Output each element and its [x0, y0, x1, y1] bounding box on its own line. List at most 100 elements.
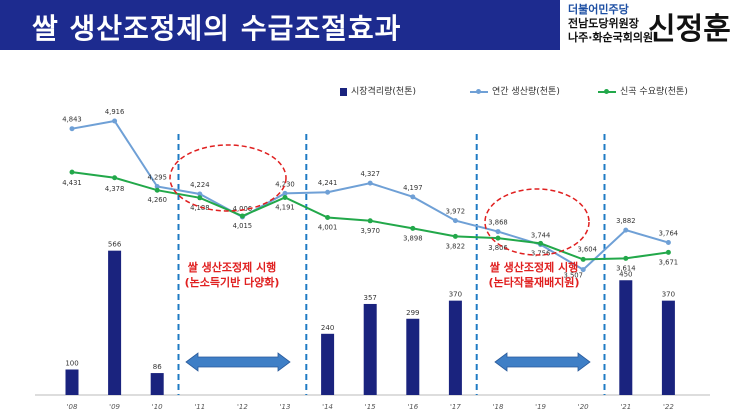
bar-'14: [321, 333, 335, 395]
policy-period-1-label: 쌀 생산조정제 시행 (논소득기반 다양화): [168, 260, 296, 290]
demand-label-'08: 4,431: [62, 179, 81, 187]
page-title: 쌀 생산조정제의 수급조절효과: [32, 12, 402, 45]
production-point-'22: [665, 240, 671, 246]
production-label-'15: 4,327: [360, 170, 379, 178]
x-tick-'12: '12: [237, 403, 248, 411]
party-district: 나주·화순국회의원: [568, 31, 654, 44]
x-tick-'14: '14: [322, 403, 333, 411]
policy-period-1-arrow: [185, 352, 291, 372]
production-label-'12: 4,006: [233, 205, 252, 213]
x-tick-'08: '08: [67, 403, 78, 411]
production-point-'16: [410, 194, 416, 200]
legend-swatch-demand: [598, 88, 616, 94]
party-name: 더불어민주당: [568, 3, 629, 16]
bar-label-'08: 100: [65, 360, 78, 368]
bar-label-'21: 450: [619, 270, 632, 278]
policy-period-1-detail: (논소득기반 다양화): [184, 276, 280, 289]
demand-point-'18: [495, 235, 501, 241]
x-tick-'11: '11: [194, 403, 205, 411]
x-tick-'09: '09: [109, 403, 120, 411]
bar-label-'22: 370: [662, 291, 675, 299]
bar-'08: [65, 369, 79, 395]
highlight-ellipse-2: [484, 188, 590, 256]
policy-period-1-title: 쌀 생산조정제 시행: [187, 261, 277, 274]
legend-item-market-isolation: 시장격리량(천톤): [340, 84, 416, 97]
production-label-'08: 4,843: [62, 116, 81, 124]
demand-label-'22: 3,671: [659, 258, 678, 266]
x-tick-'20: '20: [578, 403, 589, 411]
demand-point-'17: [452, 233, 458, 239]
bar-label-'15: 357: [364, 294, 377, 302]
demand-label-'15: 3,970: [360, 227, 379, 235]
production-point-'18: [495, 229, 501, 235]
production-point-'13: [282, 190, 288, 196]
legend-label-production: 연간 생산량(천톤): [492, 87, 560, 97]
legend-item-production: 연간 생산량(천톤): [470, 84, 560, 97]
x-tick-'19: '19: [535, 403, 546, 411]
bar-'16: [406, 318, 420, 395]
legend-swatch-production: [470, 88, 488, 94]
production-point-'10: [154, 184, 160, 190]
policy-period-2-title: 쌀 생산조정제 시행: [489, 261, 579, 274]
demand-point-'20: [580, 256, 586, 262]
bar-'22: [661, 300, 675, 395]
production-label-'10: 4,295: [147, 174, 166, 182]
x-tick-'16: '16: [407, 403, 418, 411]
demand-label-'21: 3,614: [616, 264, 635, 272]
x-tick-'22: '22: [663, 403, 674, 411]
production-label-'16: 4,197: [403, 184, 422, 192]
demand-label-'13: 4,191: [275, 203, 294, 211]
policy-period-2-detail: (논타작물재배지원): [488, 276, 580, 289]
production-point-'14: [325, 189, 331, 195]
production-point-'09: [112, 118, 118, 124]
production-label-'09: 4,916: [105, 108, 124, 116]
title-bar: 쌀 생산조정제의 수급조절효과: [0, 0, 560, 50]
production-point-'08: [69, 126, 75, 132]
policy-period-2-label: 쌀 생산조정제 시행 (논타작물재배지원): [470, 260, 598, 290]
production-label-'13: 4,230: [275, 180, 294, 188]
header: 쌀 생산조정제의 수급조절효과 더불어민주당 전남도당위원장 나주·화순국회의원…: [0, 0, 750, 56]
demand-label-'18: 3,806: [488, 244, 507, 252]
rice-supply-chart: 100 566 86 240 357 299 370 450 370 4,843 4,916 4,29…: [35, 108, 710, 411]
production-label-'18: 3,868: [488, 219, 507, 227]
x-tick-'21: '21: [620, 403, 631, 411]
production-point-'17: [452, 218, 458, 224]
party-logo: 더불어민주당 전남도당위원장 나주·화순국회의원: [562, 2, 662, 50]
demand-label-'20: 3,604: [577, 245, 596, 253]
legend-label-demand: 신곡 수요량(천톤): [620, 87, 688, 97]
x-tick-'18: '18: [493, 403, 504, 411]
highlight-ellipse-1: [169, 144, 287, 212]
x-tick-'13: '13: [280, 403, 291, 411]
bar-label-'16: 299: [406, 309, 419, 317]
bar-'09: [108, 250, 122, 395]
production-point-'21: [623, 227, 629, 233]
demand-label-'17: 3,822: [446, 242, 465, 250]
production-label-'17: 3,972: [446, 208, 465, 216]
chart-legend: 시장격리량(천톤) 연간 생산량(천톤) 신곡 수요량(천톤): [340, 84, 750, 98]
bar-'17: [448, 300, 462, 395]
x-tick-'15: '15: [365, 403, 376, 411]
party-position: 전남도당위원장: [568, 17, 639, 30]
bar-label-'09: 566: [108, 241, 122, 249]
demand-point-'13: [282, 194, 288, 200]
demand-label-'14: 4,001: [318, 224, 337, 232]
demand-point-'19: [538, 240, 544, 246]
demand-point-'11: [197, 195, 203, 201]
policy-period-2-arrow: [494, 352, 591, 372]
production-point-'11: [197, 191, 203, 197]
bar-label-'14: 240: [321, 324, 334, 332]
demand-point-'10: [154, 187, 160, 193]
demand-point-'22: [665, 249, 671, 255]
production-label-'21: 3,882: [616, 217, 635, 225]
production-point-'20: [580, 267, 586, 273]
bar-'21: [619, 280, 633, 395]
demand-label-'10: 4,260: [147, 196, 166, 204]
production-label-'14: 4,241: [318, 179, 337, 187]
demand-point-'21: [623, 255, 629, 261]
demand-label-'19: 3,756: [531, 249, 550, 257]
production-label-'22: 3,764: [659, 230, 678, 238]
bar-label-'17: 370: [449, 291, 462, 299]
demand-point-'09: [112, 175, 118, 181]
bar-'15: [363, 303, 377, 395]
production-point-'15: [367, 180, 373, 186]
